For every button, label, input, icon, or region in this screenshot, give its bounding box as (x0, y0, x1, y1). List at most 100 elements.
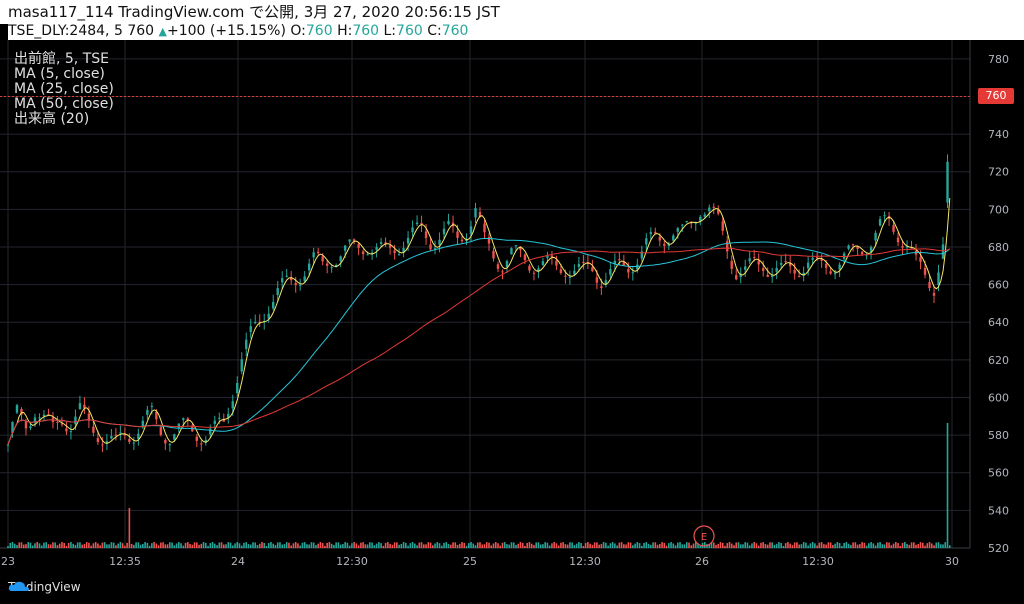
chart-pane[interactable]: 520 540 560 580 600 620 640 660 680 700 720 740 760 7… (0, 40, 1024, 576)
legend-ma5[interactable]: MA (5, close) (14, 66, 105, 82)
price-chart[interactable]: 520 540 560 580 600 620 640 660 680 700 720 740 760 7… (0, 40, 1024, 576)
candle-body (820, 258, 823, 261)
volume-bar (881, 544, 884, 548)
volume-bar (530, 543, 533, 548)
candle-body (101, 444, 104, 446)
candle-body (600, 286, 603, 288)
legend-ma50[interactable]: MA (50, close) (14, 96, 114, 112)
x-tick-label: 23 (1, 555, 15, 568)
volume-bar (553, 542, 555, 548)
volume-bar (890, 545, 893, 548)
volume-bar (508, 544, 511, 548)
volume-bar (74, 544, 77, 548)
candle-body (856, 246, 859, 249)
candle-body (550, 255, 554, 258)
volume-bar (465, 545, 468, 548)
volume-bar (733, 545, 735, 548)
tradingview-logo[interactable]: TradingView (8, 580, 81, 594)
volume-bar (371, 542, 373, 548)
volume-bar (398, 544, 400, 548)
volume-bar (542, 544, 544, 548)
volume-bar (22, 544, 25, 548)
volume-bar (602, 542, 605, 548)
volume-bar (681, 544, 684, 548)
volume-bar (209, 543, 212, 548)
candle-body (874, 232, 877, 241)
candle-body (892, 225, 895, 232)
candle-body (370, 252, 374, 255)
legend-symbol[interactable]: 出前館, 5, TSE (14, 51, 109, 67)
volume-bar (834, 543, 836, 548)
volume-bar (148, 545, 151, 548)
volume-bar (18, 542, 21, 548)
candle-body (411, 227, 414, 233)
y-tick-label: 580 (988, 429, 1009, 442)
candle-body (469, 226, 473, 234)
volume-bar (593, 542, 596, 548)
volume-bar (751, 543, 753, 548)
earnings-marker (693, 525, 715, 547)
candle-body (240, 359, 243, 372)
volume-bar (364, 544, 367, 548)
y-tick-label: 520 (988, 542, 1009, 555)
legend-volume[interactable]: 出来高 (20) (14, 111, 90, 127)
volume-bar (164, 544, 167, 548)
volume-bar (346, 542, 349, 548)
volume-bar (180, 543, 182, 548)
candle-body (218, 417, 221, 419)
volume-bar (827, 542, 830, 548)
candle-body (47, 413, 50, 415)
volume-bar (324, 545, 326, 548)
candle-body (802, 272, 805, 276)
volume-bar (587, 542, 589, 548)
volume-bar (548, 545, 551, 548)
volume-bar (571, 542, 573, 548)
volume-bar (825, 544, 827, 548)
volume-bar (685, 542, 688, 548)
volume-bar (400, 543, 403, 548)
open-label: O: (290, 23, 306, 39)
candle-body (896, 237, 900, 243)
volume-bar (845, 542, 848, 548)
volume-bar (254, 542, 257, 548)
volume-bar (193, 542, 196, 548)
candle-body (676, 228, 679, 232)
candle-body (766, 274, 769, 277)
volume-bar (775, 543, 778, 548)
volume-bar (589, 543, 591, 548)
candle-body (815, 257, 819, 259)
volume-bar (97, 543, 99, 548)
volume-bar (760, 542, 762, 548)
candle-body (227, 413, 230, 418)
volume-bar (330, 543, 333, 548)
candle-body (546, 255, 549, 258)
volume-bar (805, 542, 807, 548)
x-tick-label: 30 (945, 555, 959, 568)
candle-body (209, 428, 212, 435)
volume-bar (440, 545, 443, 548)
volume-bar (816, 545, 818, 548)
volume-bar (762, 542, 764, 548)
volume-bar (699, 545, 702, 548)
volume-bar (94, 542, 97, 548)
candle-body (281, 278, 284, 283)
candle-body (595, 277, 599, 283)
candle-body (851, 244, 855, 246)
candle-body (388, 245, 392, 248)
candle-body (788, 262, 792, 267)
volume-bar (175, 543, 178, 548)
volume-bar (512, 542, 515, 548)
candle-body (186, 418, 190, 421)
volume-bar (578, 542, 580, 548)
volume-bar (924, 545, 926, 548)
legend-ma25[interactable]: MA (25, close) (14, 81, 114, 97)
volume-bar (200, 543, 203, 548)
volume-bar (351, 543, 353, 548)
volume-bar (611, 542, 614, 548)
volume-bar (780, 542, 782, 548)
volume-bar (618, 542, 621, 548)
volume-bar (396, 542, 398, 548)
candle-body (564, 275, 567, 277)
volume-bar (108, 544, 110, 548)
candle-body (285, 275, 288, 277)
